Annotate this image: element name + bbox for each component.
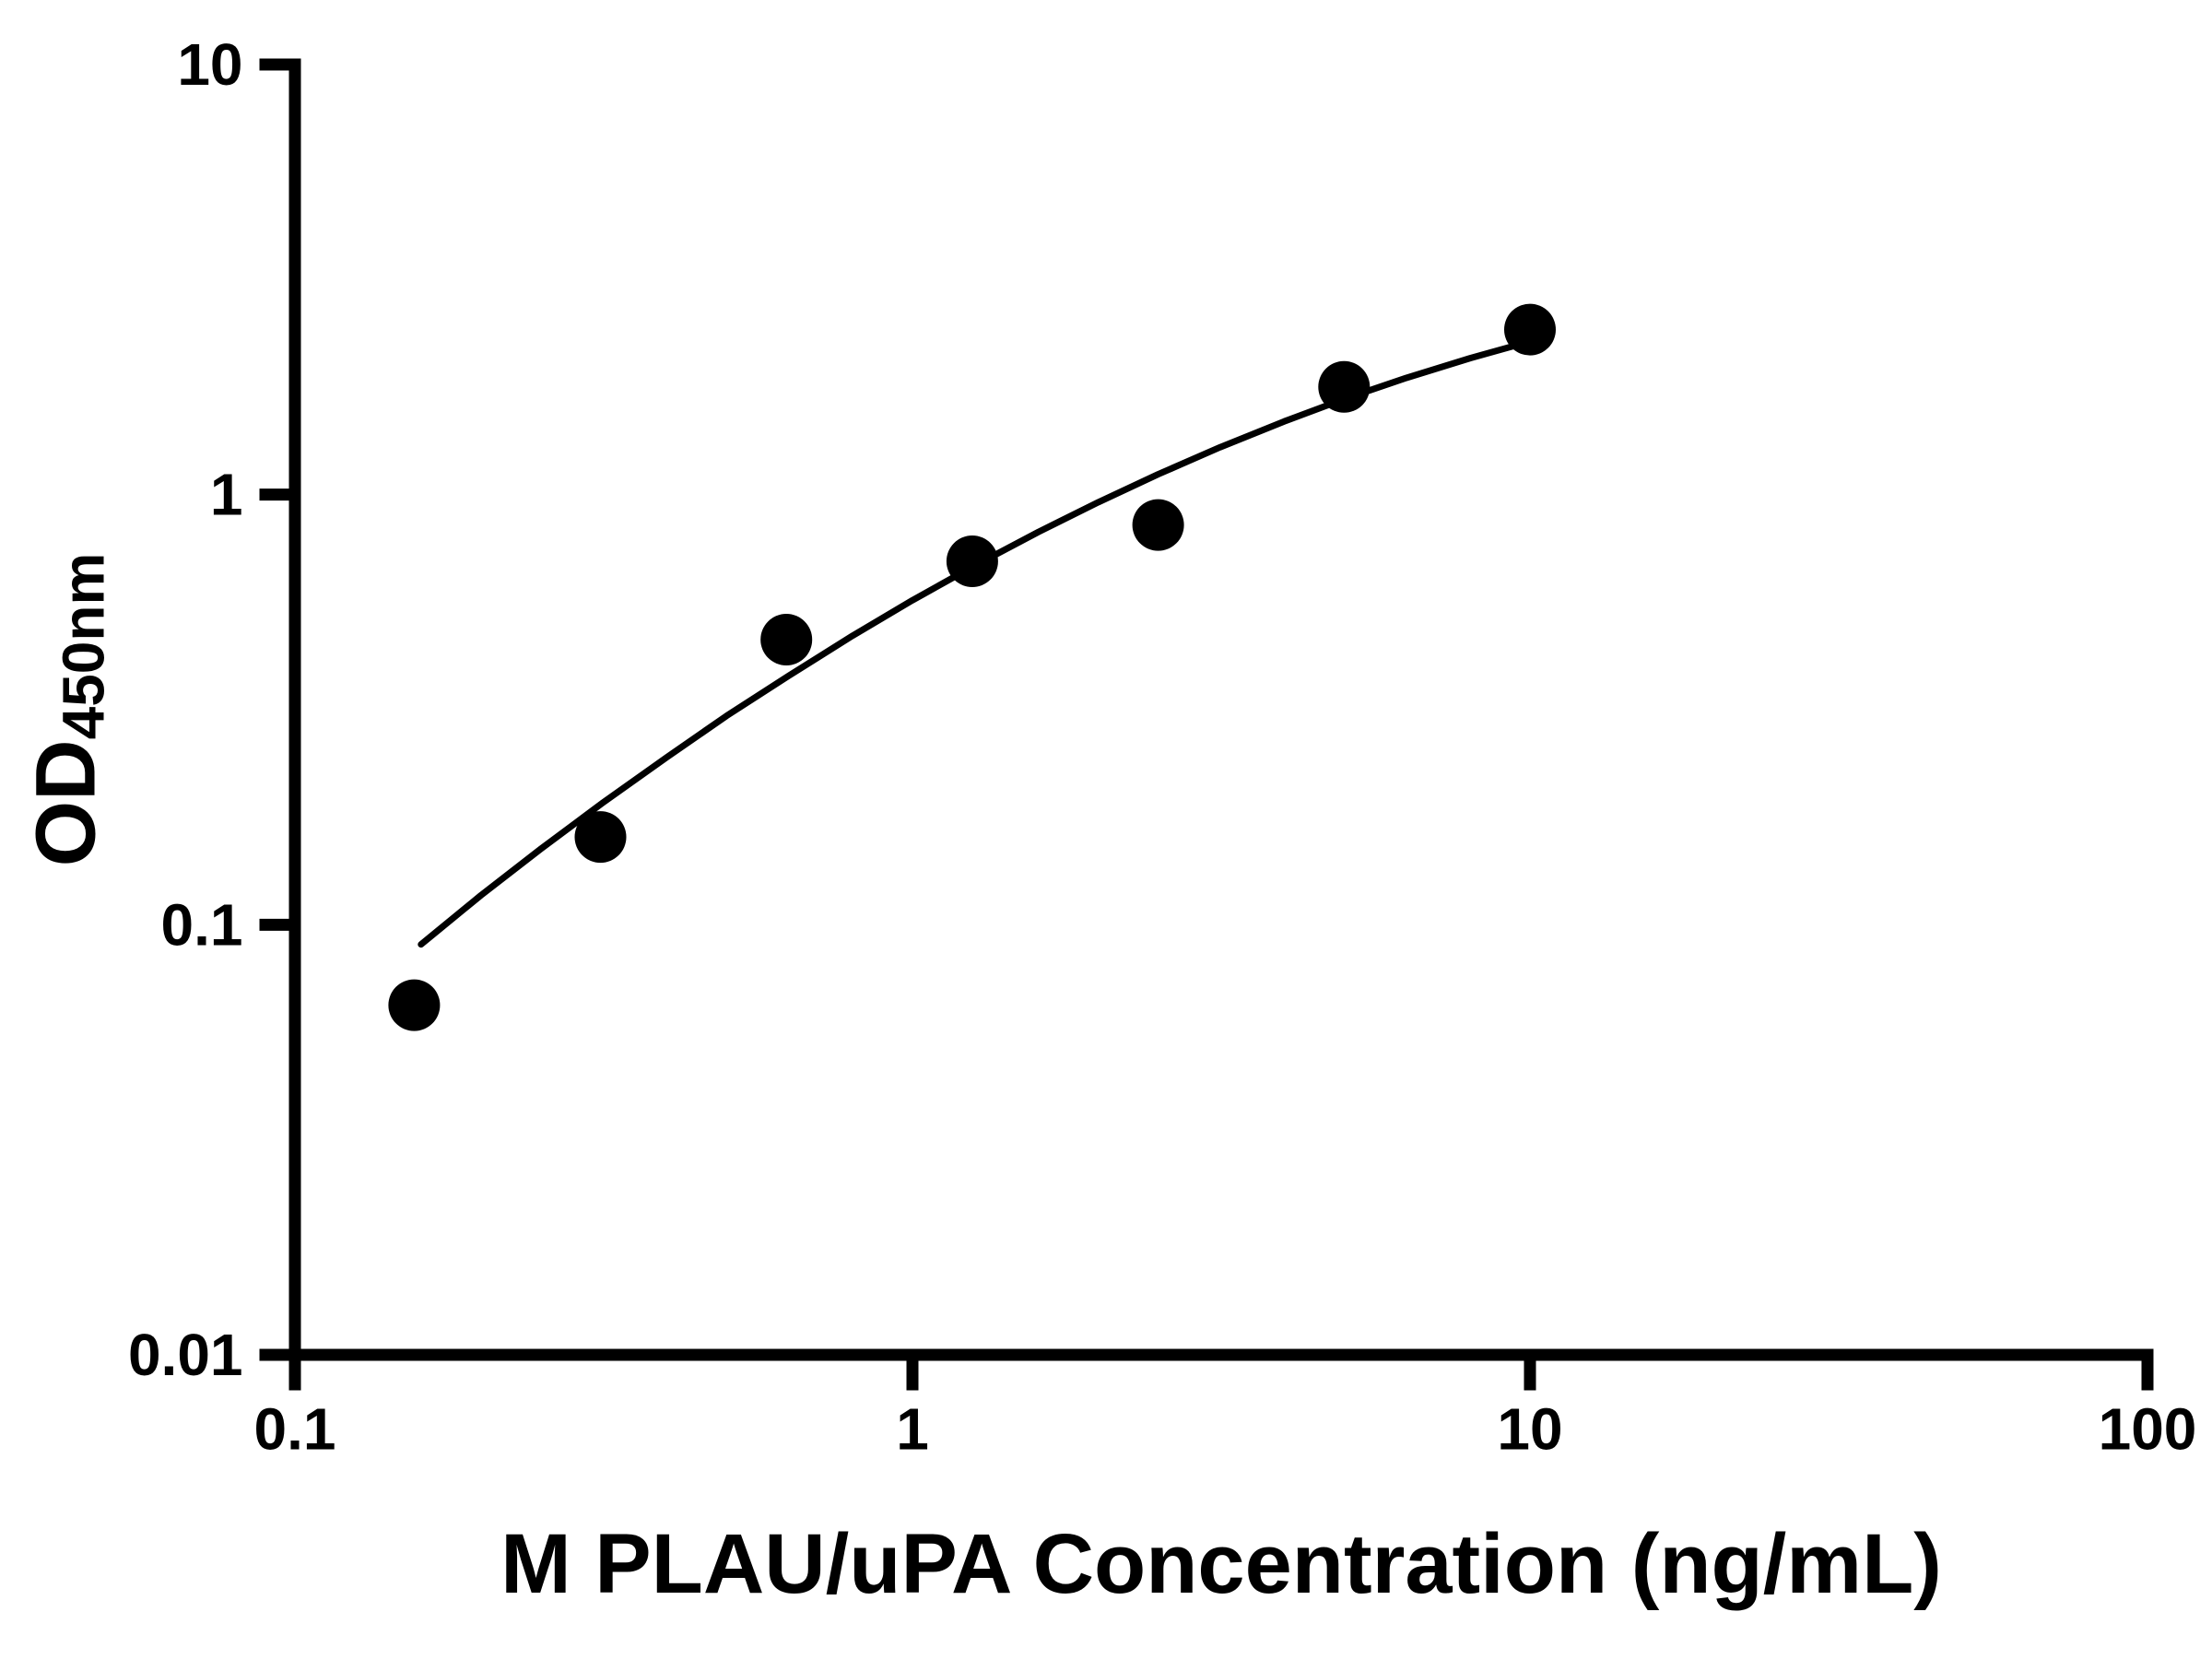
x-axis-title: M PLAU/uPA Concentration (ng/mL) [500, 1517, 1942, 1611]
x-tick-label: 0.1 [254, 1396, 336, 1463]
data-point [388, 979, 441, 1031]
axis-spines [288, 58, 2154, 1361]
y-axis-title-sub: 450nm [50, 552, 117, 740]
data-point [1504, 303, 1556, 356]
x-tick-label: 10 [1497, 1396, 1562, 1463]
data-point [574, 811, 627, 864]
data-point [1318, 360, 1371, 413]
data-point [1132, 499, 1184, 551]
y-tick-label: 10 [177, 31, 242, 98]
data-point [760, 614, 813, 665]
y-tick-label: 0.01 [128, 1322, 243, 1388]
x-tick-label: 100 [2099, 1396, 2197, 1463]
y-tick-label: 1 [210, 462, 243, 528]
y-axis-title: OD450nm [18, 552, 117, 867]
y-tick-label: 0.1 [161, 891, 243, 958]
data-point [946, 535, 998, 587]
x-tick-label: 1 [896, 1396, 929, 1463]
y-axis-title-main: OD [18, 739, 113, 867]
